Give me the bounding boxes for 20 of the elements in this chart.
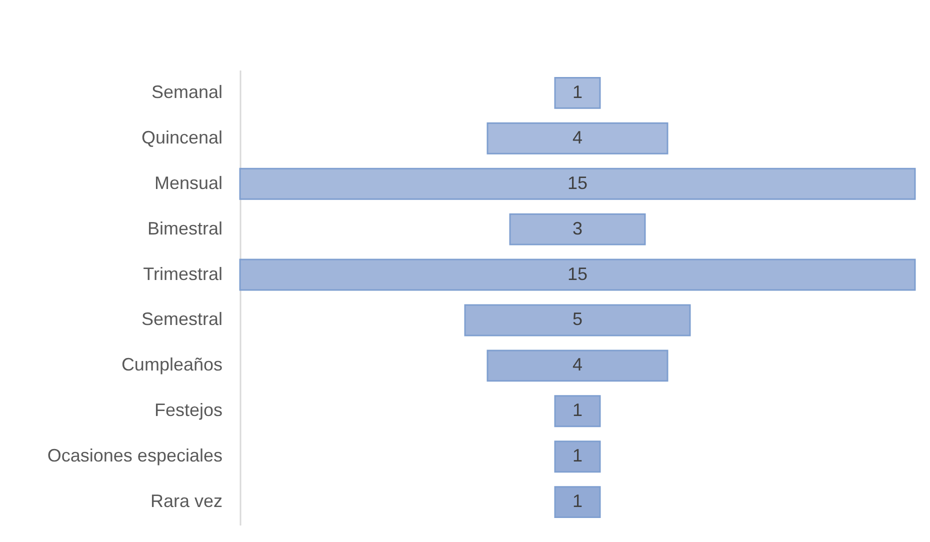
category-label: Trimestral xyxy=(143,264,222,284)
data-label: 1 xyxy=(572,446,583,466)
data-label: 4 xyxy=(572,127,583,148)
data-label: 4 xyxy=(572,354,583,375)
category-label: Semestral xyxy=(141,309,222,330)
data-label: 15 xyxy=(567,264,588,284)
category-label: Ocasiones especiales xyxy=(47,446,222,466)
data-label: 5 xyxy=(572,309,583,330)
data-label: 15 xyxy=(567,172,588,193)
category-label: Bimestral xyxy=(147,218,222,238)
data-label: 1 xyxy=(572,400,583,420)
category-label: Festejos xyxy=(154,400,222,420)
category-label: Rara vez xyxy=(150,491,222,512)
data-label: 3 xyxy=(572,218,583,238)
category-label: Cumpleaños xyxy=(121,354,222,375)
data-label: 1 xyxy=(572,82,583,102)
category-label: Quincenal xyxy=(141,127,222,148)
category-label: Mensual xyxy=(154,172,222,193)
data-label: 1 xyxy=(572,491,583,512)
category-label: Semanal xyxy=(151,82,222,102)
